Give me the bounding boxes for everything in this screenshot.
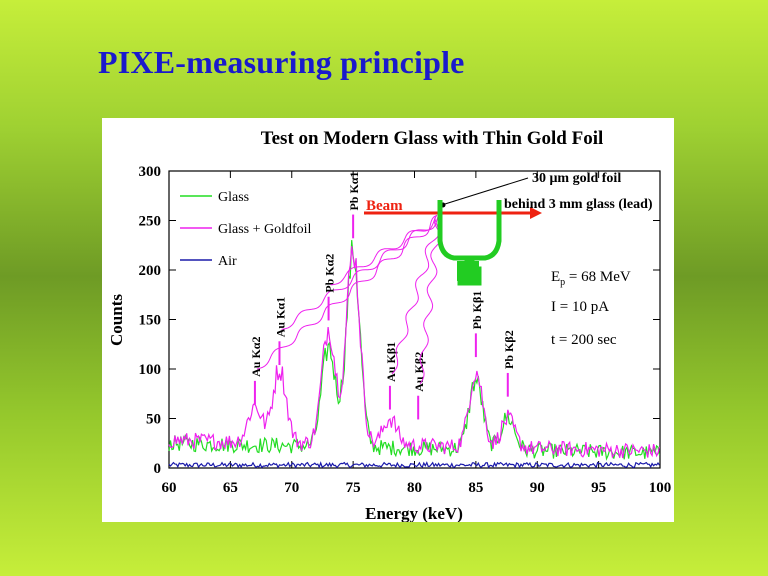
legend-label: Air bbox=[218, 254, 237, 269]
chart-title: Test on Modern Glass with Thin Gold Foil bbox=[261, 128, 604, 149]
peak-label: Au Kα2 bbox=[249, 337, 263, 377]
y-tick-label: 300 bbox=[139, 164, 162, 180]
behind-glass-label: behind 3 mm glass (lead) bbox=[504, 197, 653, 212]
x-tick-label: 85 bbox=[468, 480, 483, 496]
gold-foil-pointer bbox=[444, 177, 529, 205]
peak-label: Au Kβ2 bbox=[412, 352, 426, 392]
time-param: t = 200 sec bbox=[551, 332, 617, 348]
current-param: I = 10 pA bbox=[551, 299, 609, 315]
detector-body bbox=[457, 261, 479, 281]
series-line-air bbox=[168, 461, 660, 469]
y-axis-label: Counts bbox=[107, 294, 126, 346]
beam-label: Beam bbox=[366, 198, 403, 214]
xray-emission-wave bbox=[391, 217, 440, 375]
x-tick-label: 100 bbox=[649, 480, 672, 496]
peak-label: Pb Kα2 bbox=[323, 254, 337, 293]
experiment-params: Ep = 68 MeV I = 10 pA t = 200 sec bbox=[551, 269, 631, 348]
peak-label: Pb Kβ1 bbox=[470, 291, 484, 330]
x-tick-label: 90 bbox=[530, 480, 545, 496]
y-tick-label: 150 bbox=[139, 313, 162, 329]
y-tick-label: 250 bbox=[139, 214, 162, 230]
chart-panel: Test on Modern Glass with Thin Gold Foil… bbox=[102, 118, 674, 522]
y-tick-label: 200 bbox=[139, 263, 162, 279]
peak-label: Pb Kβ2 bbox=[502, 330, 516, 369]
chart-svg: Test on Modern Glass with Thin Gold Foil… bbox=[107, 128, 672, 522]
slide-title: PIXE-measuring principle bbox=[98, 44, 465, 80]
legend-label: Glass bbox=[218, 190, 249, 205]
y-tick-label: 50 bbox=[146, 412, 161, 428]
peak-label: Au Kα1 bbox=[273, 297, 287, 337]
x-tick-label: 95 bbox=[591, 480, 606, 496]
legend-label: Glass + Goldfoil bbox=[218, 222, 312, 237]
xray-emission-wave bbox=[330, 214, 438, 286]
y-tick-label: 0 bbox=[154, 461, 162, 477]
gold-foil-label: 30 μm gold foil bbox=[532, 171, 621, 186]
x-tick-label: 65 bbox=[223, 480, 238, 496]
x-tick-label: 70 bbox=[284, 480, 299, 496]
energy-param: Ep = 68 MeV bbox=[551, 269, 631, 288]
plot-frame bbox=[168, 170, 661, 469]
beam-arrow-head bbox=[530, 207, 542, 219]
series-line-glass-goldfoil bbox=[168, 246, 661, 459]
x-tick-label: 60 bbox=[162, 480, 177, 496]
beam-schematic: Beam 30 μm gold foil behind 3 mm glass (… bbox=[364, 171, 653, 286]
x-tick-label: 80 bbox=[407, 480, 422, 496]
detector-holder bbox=[437, 200, 502, 286]
xray-emission-wave bbox=[256, 215, 437, 370]
xray-emission-wave bbox=[281, 216, 439, 330]
xray-emission-wave bbox=[419, 217, 442, 385]
x-tick-label: 75 bbox=[346, 480, 361, 496]
y-tick-label: 100 bbox=[139, 362, 162, 378]
x-axis-label: Energy (keV) bbox=[365, 504, 463, 522]
series-line-glass bbox=[168, 240, 661, 461]
peak-label: Au Kβ1 bbox=[384, 342, 398, 382]
peak-label: Pb Kα1 bbox=[347, 172, 361, 211]
